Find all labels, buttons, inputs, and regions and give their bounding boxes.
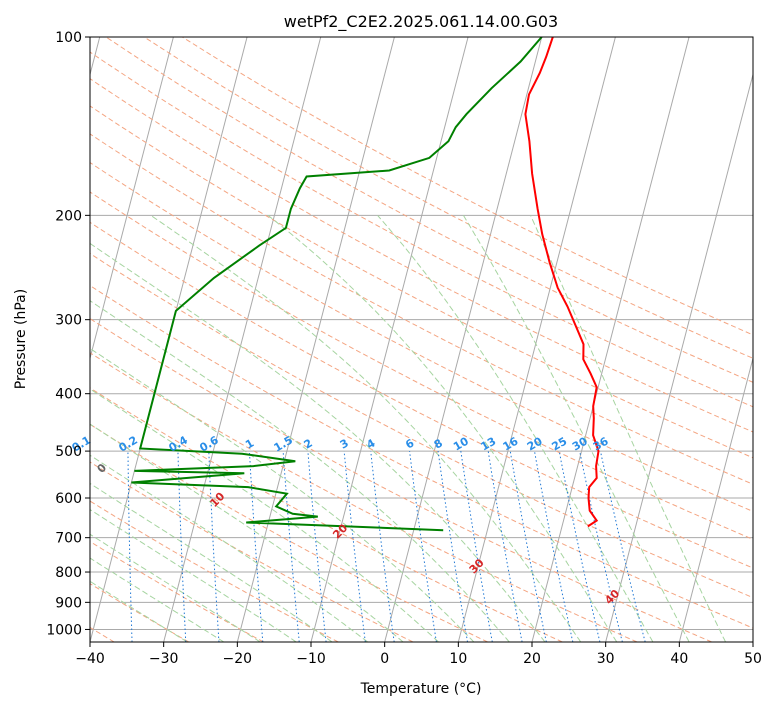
isotherm--20 <box>236 37 395 642</box>
x-tick-label-6: 20 <box>523 651 541 667</box>
dry-adiabat-20 <box>90 387 563 642</box>
y-tick-label-4: 500 <box>55 444 82 460</box>
y-axis-label: Pressure (hPa) <box>13 289 29 389</box>
y-tick-label-7: 800 <box>55 565 82 581</box>
y-tick-label-8: 900 <box>55 595 82 611</box>
dry-adiabat-140 <box>105 37 753 383</box>
temperature-profile-line <box>524 37 600 528</box>
moist-adiabat--10 <box>90 482 333 642</box>
mixing-ratio-line-36 <box>600 451 646 642</box>
y-tick-label-9: 1000 <box>46 622 82 638</box>
x-tick-label-9: 50 <box>744 651 762 667</box>
moist-adiabat-15 <box>90 300 510 642</box>
dry-adiabat-10 <box>90 423 488 642</box>
x-axis-label: Temperature (°C) <box>360 681 482 697</box>
isotherm--10 <box>310 37 469 642</box>
moist-adiabat--15 <box>90 508 297 642</box>
moist-adiabat-30 <box>267 214 618 642</box>
moist-adiabat-10 <box>90 347 475 642</box>
y-tick-label-3: 400 <box>55 387 82 403</box>
isotherm-40 <box>678 356 753 642</box>
isotherm-0 <box>384 37 543 642</box>
mixing-ratio-line-4 <box>370 451 395 642</box>
moist-adiabat-45 <box>530 215 727 642</box>
dry-adiabat-120 <box>90 78 753 433</box>
dry-adiabat-150 <box>143 37 753 359</box>
x-tick-label-1: −30 <box>149 651 179 667</box>
isotherm-10 <box>457 37 616 642</box>
dry-adiabat-80 <box>90 191 753 540</box>
plot-frame <box>89 36 754 643</box>
y-tick-label-5: 600 <box>55 491 82 507</box>
y-tick-label-1: 200 <box>55 208 82 224</box>
profiles <box>131 37 600 532</box>
dry-adiabat-50 <box>90 284 753 629</box>
mixing-ratio-line-16 <box>509 451 547 642</box>
moist-adiabat-5 <box>90 388 439 642</box>
mixing-ratio-line-25 <box>558 451 601 642</box>
isotherm--50 <box>90 37 174 361</box>
mixing-ratio-line-6 <box>409 451 437 642</box>
dry-adiabat-60 <box>90 252 753 599</box>
dry-adiabat-130 <box>90 51 753 408</box>
x-tick-label-3: −10 <box>296 651 326 667</box>
moist-adiabat-20 <box>90 242 546 642</box>
dewpoint-profile-line <box>131 37 543 532</box>
mixing-ratio-line-30 <box>579 451 623 642</box>
y-tick-label-2: 300 <box>55 313 82 329</box>
dry-adiabat-90 <box>90 161 753 512</box>
moist-adiabat-25 <box>150 214 582 642</box>
x-tick-label-2: −20 <box>223 651 253 667</box>
axis-ticks: −40 −30 −20 −10 0 10 20 30 40 50 100 200 300 400 500 60… <box>46 30 762 667</box>
x-tick-label-8: 40 <box>670 651 688 667</box>
isotherm--30 <box>163 37 322 642</box>
mixing-ratio-line-3 <box>343 451 366 642</box>
y-tick-label-0: 100 <box>55 30 82 46</box>
x-tick-label-7: 30 <box>597 651 615 667</box>
dry-adiabat-40 <box>90 318 712 642</box>
x-tick-label-4: 0 <box>380 651 389 667</box>
moist-adiabat-40 <box>462 215 690 642</box>
background-lines <box>90 37 753 642</box>
mixing-ratio-line-8 <box>437 451 468 642</box>
x-tick-label-0: −40 <box>75 651 105 667</box>
chart-title: wetPf2_C2E2.2025.061.14.00.G03 <box>284 12 558 32</box>
mixing-ratio-line-20 <box>534 451 574 642</box>
dry-adiabat-30 <box>90 352 638 642</box>
dry-adiabat-70 <box>90 221 753 569</box>
mixing-ratio-line-2 <box>307 451 327 642</box>
isotherm-30 <box>605 72 753 642</box>
y-tick-label-6: 700 <box>55 531 82 547</box>
dry-adiabat-0 <box>90 461 414 642</box>
moist-adiabat--5 <box>90 454 368 642</box>
dry-adiabat--30 <box>90 583 190 642</box>
moist-adiabat-0 <box>90 423 404 642</box>
moist-adiabat-35 <box>377 214 654 642</box>
dry-adiabat-160 <box>182 37 753 336</box>
x-tick-label-5: 10 <box>449 651 467 667</box>
dry-adiabat--10 <box>90 500 339 642</box>
isotherm-20 <box>531 37 690 642</box>
